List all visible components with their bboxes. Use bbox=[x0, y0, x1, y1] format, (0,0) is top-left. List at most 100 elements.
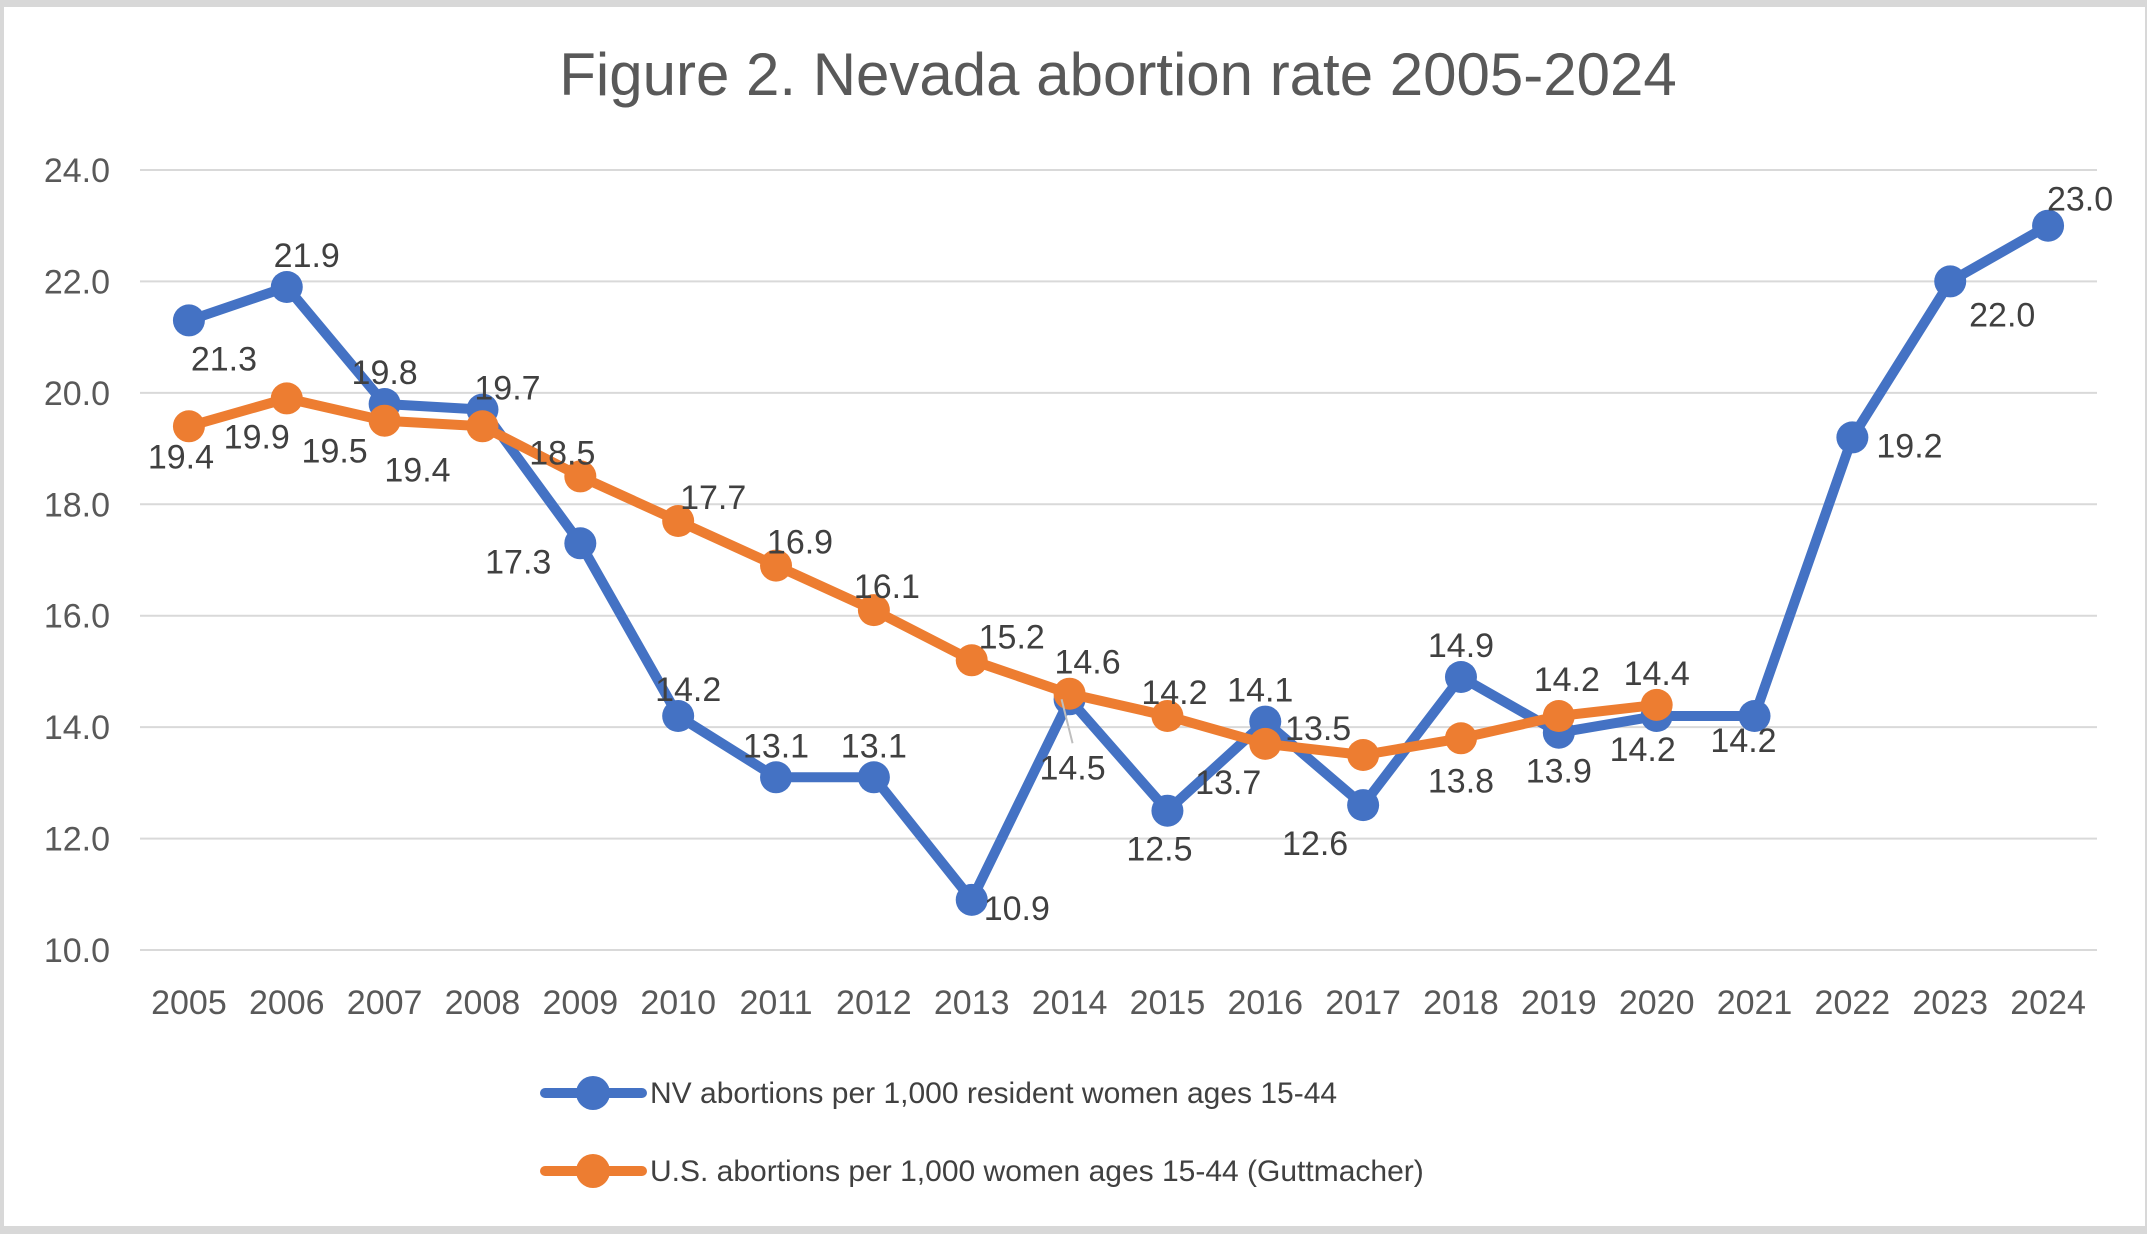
us-data-label: 19.9 bbox=[224, 418, 290, 456]
us-data-label: 13.7 bbox=[1195, 764, 1261, 802]
chart-title: Figure 2. Nevada abortion rate 2005-2024 bbox=[559, 41, 1676, 108]
us-series-line bbox=[183, 393, 1662, 760]
x-axis-tick-label: 2009 bbox=[543, 984, 619, 1022]
x-axis-tick-label: 2018 bbox=[1423, 984, 1499, 1022]
us-data-point bbox=[270, 382, 303, 415]
x-axis-tick-label: 2006 bbox=[249, 984, 325, 1022]
us-data-label: 17.7 bbox=[680, 479, 746, 517]
nv-data-label: 14.2 bbox=[655, 671, 721, 709]
us-legend-label: U.S. abortions per 1,000 women ages 15-4… bbox=[650, 1155, 1424, 1188]
nv-data-point bbox=[270, 271, 303, 303]
us-data-point bbox=[1053, 677, 1086, 710]
x-axis-tick-label: 2013 bbox=[934, 984, 1010, 1022]
nv-data-label: 12.6 bbox=[1282, 825, 1348, 863]
y-axis-tick-label: 12.0 bbox=[44, 821, 110, 859]
y-axis-tick-label: 10.0 bbox=[44, 932, 110, 970]
us-data-label: 14.4 bbox=[1624, 655, 1690, 693]
us-data-point bbox=[1542, 700, 1575, 732]
label-leader-line bbox=[1060, 699, 1074, 744]
x-axis-tick-label: 2022 bbox=[1815, 984, 1891, 1022]
x-axis-tick-label: 2016 bbox=[1227, 984, 1303, 1022]
gridlines bbox=[140, 169, 2097, 951]
nv-data-label: 14.1 bbox=[1227, 672, 1293, 710]
us-data-label: 19.5 bbox=[302, 433, 368, 471]
axis-labels: 10.0 12.0 14.0 16.0 18.0 20.0 22.0 24.0 2005 2006… bbox=[44, 152, 2086, 1022]
us-data-label: 13.5 bbox=[1285, 710, 1351, 748]
nv-data-label: 13.1 bbox=[841, 727, 907, 765]
nv-data-point bbox=[857, 761, 890, 794]
us-data-label: 15.2 bbox=[979, 618, 1045, 656]
nv-data-point bbox=[1836, 421, 1869, 454]
nv-data-point bbox=[955, 883, 988, 916]
x-axis-tick-label: 2012 bbox=[836, 984, 912, 1022]
us-data-point bbox=[955, 644, 988, 677]
nv-data-label: 13.9 bbox=[1526, 753, 1592, 791]
nv-data-label: 14.9 bbox=[1428, 627, 1494, 665]
us-data-point bbox=[1249, 727, 1282, 760]
x-axis-tick-label: 2015 bbox=[1130, 984, 1206, 1022]
nv-data-label: 21.9 bbox=[274, 237, 340, 275]
us-data-label: 16.1 bbox=[854, 568, 920, 606]
nv-data-point bbox=[1249, 705, 1282, 738]
us-data-point bbox=[760, 549, 793, 582]
y-axis-tick-label: 16.0 bbox=[44, 598, 110, 636]
x-axis-tick-label: 2020 bbox=[1619, 984, 1695, 1022]
series-layer bbox=[172, 209, 2065, 916]
y-axis-tick-label: 22.0 bbox=[44, 263, 110, 301]
us-data-label: 19.4 bbox=[148, 438, 214, 476]
us-data-point bbox=[172, 410, 205, 443]
nv-data-label: 21.3 bbox=[191, 340, 257, 378]
us-data-label: 19.4 bbox=[384, 451, 450, 489]
x-axis-tick-label: 2017 bbox=[1325, 984, 1401, 1022]
us-data-label: 14.6 bbox=[1054, 644, 1120, 682]
x-axis-tick-label: 2008 bbox=[445, 984, 521, 1022]
nv-data-point bbox=[1934, 265, 1967, 298]
nv-data-label: 22.0 bbox=[1969, 296, 2035, 334]
nv-data-point bbox=[1738, 700, 1771, 732]
x-axis-tick-label: 2011 bbox=[739, 984, 812, 1022]
nv-data-point bbox=[1347, 789, 1380, 822]
y-axis-tick-label: 14.0 bbox=[44, 709, 110, 747]
nv-data-label: 14.5 bbox=[1039, 749, 1105, 787]
nv-data-label: 17.3 bbox=[485, 543, 551, 581]
nv-data-point bbox=[1444, 661, 1477, 693]
nv-data-label: 12.5 bbox=[1126, 831, 1192, 869]
nv-data-label: 14.2 bbox=[1610, 731, 1676, 769]
us-data-point bbox=[466, 410, 499, 443]
nv-data-label: 19.7 bbox=[474, 370, 540, 408]
legend-item-nv: NV abortions per 1,000 resident women ag… bbox=[540, 1076, 1337, 1110]
x-axis-tick-label: 2023 bbox=[1912, 984, 1988, 1022]
nv-legend-label: NV abortions per 1,000 resident women ag… bbox=[650, 1077, 1337, 1110]
us-data-point bbox=[368, 404, 401, 437]
us-data-point bbox=[564, 460, 597, 493]
x-axis-tick-label: 2014 bbox=[1032, 984, 1108, 1022]
us-data-label: 16.9 bbox=[767, 524, 833, 562]
nv-data-label: 13.1 bbox=[743, 727, 809, 765]
x-axis-tick-label: 2005 bbox=[151, 984, 227, 1022]
nv-data-label: 10.9 bbox=[984, 890, 1050, 928]
us-data-point bbox=[1151, 700, 1184, 732]
us-data-label: 13.8 bbox=[1428, 762, 1494, 800]
us-data-label: 14.2 bbox=[1534, 661, 1600, 699]
x-axis-tick-label: 2024 bbox=[2010, 984, 2086, 1022]
us-data-point bbox=[1640, 688, 1673, 721]
nv-data-point bbox=[760, 761, 793, 794]
y-axis-tick-label: 24.0 bbox=[44, 152, 110, 190]
nv-data-label: 23.0 bbox=[2047, 181, 2113, 219]
y-axis-tick-label: 18.0 bbox=[44, 486, 110, 524]
nv-data-point bbox=[1151, 794, 1184, 827]
us-data-label: 18.5 bbox=[529, 434, 595, 472]
us-data-label: 14.2 bbox=[1141, 674, 1207, 712]
x-axis-tick-label: 2019 bbox=[1521, 984, 1597, 1022]
us-legend-marker-icon bbox=[576, 1154, 610, 1188]
nv-data-label: 19.2 bbox=[1876, 427, 1942, 465]
legend-item-us: U.S. abortions per 1,000 women ages 15-4… bbox=[540, 1154, 1424, 1188]
nv-data-label: 14.2 bbox=[1710, 722, 1776, 760]
nv-data-label: 19.8 bbox=[352, 354, 418, 392]
x-axis-tick-label: 2010 bbox=[640, 984, 716, 1022]
nv-series-line bbox=[183, 220, 2054, 905]
chart-canvas: 10.0 12.0 14.0 16.0 18.0 20.0 22.0 24.0 2005 2006… bbox=[4, 7, 2145, 1226]
nv-data-point bbox=[662, 700, 695, 732]
nv-data-point bbox=[564, 527, 597, 560]
nv-data-point bbox=[172, 304, 205, 337]
